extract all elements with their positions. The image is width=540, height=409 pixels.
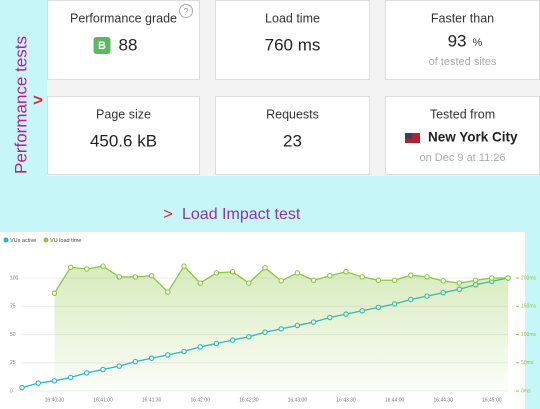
y-tick-label: 25 [10, 360, 16, 366]
y-tick-label: 75 [10, 304, 16, 310]
card-label: Requests [266, 107, 319, 121]
card-unit: % [473, 37, 483, 49]
point [100, 263, 106, 269]
point [116, 274, 122, 280]
point [343, 269, 349, 275]
point [229, 269, 236, 275]
card-value: 23 [283, 131, 302, 150]
y-tick-label: 0 [10, 388, 13, 394]
point [456, 280, 463, 286]
sidebar-arrow: > [33, 90, 43, 109]
x-tick-label: 16:42:30 [239, 397, 259, 403]
card-label: Load time [265, 11, 320, 25]
card [215, 0, 370, 80]
card [47, 0, 200, 80]
card-value: 450.6 kB [90, 131, 157, 150]
y-tick-label: 100 [10, 275, 19, 281]
x-tick-label: 16:44:00 [385, 397, 405, 403]
point [262, 265, 268, 271]
card-label: Page size [96, 107, 151, 121]
x-tick-label: 16:45:00 [482, 397, 502, 403]
point [424, 274, 430, 280]
card-value: 93 [448, 31, 467, 50]
y2-tick-label: 150ms [521, 304, 537, 310]
help-mark: ? [183, 6, 188, 16]
x-tick-label: 16:43:30 [336, 397, 356, 403]
section-arrow: > [163, 206, 172, 223]
legend-swatch [43, 237, 49, 243]
point [489, 275, 495, 281]
y2-tick-label: 0ms [521, 388, 531, 394]
point [359, 274, 365, 280]
card-label: Performance grade [70, 11, 177, 25]
legend-label: VUs active [10, 238, 36, 244]
card [385, 96, 540, 175]
card-value: 88 [119, 35, 138, 54]
card-value: New York City [428, 130, 518, 145]
point [408, 272, 414, 278]
card-note: on Dec 9 at 11:26 [419, 152, 505, 164]
point [213, 270, 220, 276]
point [35, 380, 41, 386]
flag-canton [405, 133, 412, 139]
point [181, 263, 187, 269]
y2-tick-label: 200ms [521, 275, 537, 281]
card-label: Faster than [431, 11, 494, 25]
point [440, 278, 446, 284]
card-label: Tested from [430, 107, 495, 121]
point [391, 277, 398, 284]
x-tick-label: 16:44:30 [433, 397, 453, 403]
grade-badge [93, 37, 111, 54]
sidebar-label: Performance tests [11, 36, 30, 174]
legend-swatch [3, 237, 9, 243]
point [472, 277, 479, 284]
y2-tick-label: 50ms [521, 360, 534, 366]
x-tick-label: 16:41:00 [93, 397, 113, 403]
point [375, 277, 382, 284]
card [215, 96, 370, 175]
card-value: 760 ms [265, 35, 321, 54]
card [47, 96, 200, 175]
point [197, 280, 203, 286]
grade: B [98, 40, 106, 52]
point [310, 277, 317, 284]
flag [405, 133, 420, 143]
point [132, 274, 139, 280]
point [84, 266, 90, 272]
point [148, 272, 155, 279]
point [246, 280, 252, 286]
x-tick-label: 16:40:30 [45, 397, 65, 403]
area [54, 266, 509, 391]
x-tick-label: 16:43:00 [288, 397, 308, 403]
x-tick-label: 16:41:30 [142, 397, 162, 403]
help-icon [179, 4, 193, 18]
point [327, 272, 333, 279]
point [505, 275, 511, 281]
y-tick-label: 50 [10, 332, 16, 338]
section-title: Load Impact test [182, 206, 301, 223]
legend-label: VU load time [50, 238, 82, 244]
point [67, 264, 74, 271]
point [51, 290, 58, 297]
point [19, 384, 25, 391]
card-note: of tested sites [429, 56, 497, 68]
x-tick-label: 16:42:00 [190, 397, 210, 403]
card [385, 0, 540, 80]
y2-tick-label: 100ms [521, 332, 537, 338]
point [294, 270, 301, 276]
point [278, 278, 284, 284]
point [165, 289, 171, 295]
